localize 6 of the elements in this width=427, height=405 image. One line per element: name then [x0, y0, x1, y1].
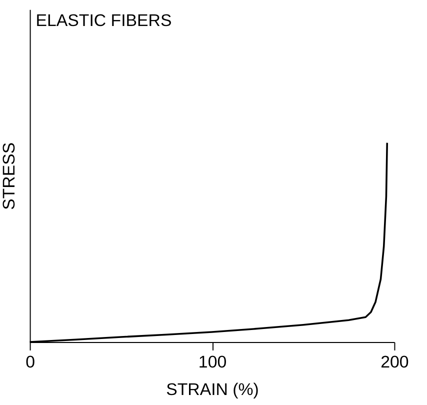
x-tick-label: 100	[198, 352, 227, 372]
x-tick-label: 0	[26, 352, 35, 372]
chart-title: ELASTIC FIBERS	[36, 11, 172, 30]
y-axis-title: STRESS	[0, 142, 18, 210]
x-tick-label: 200	[380, 352, 409, 372]
x-axis-title: STRAIN (%)	[166, 380, 259, 400]
